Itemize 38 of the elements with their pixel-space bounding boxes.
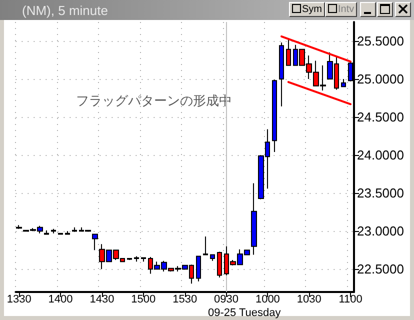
x-tick-label: 1330 (6, 294, 32, 306)
candlestick (51, 228, 56, 234)
x-tick-label: 1000 (255, 294, 280, 306)
y-tick-label: 25.5000 (357, 34, 404, 49)
x-tick-label: 1430 (90, 294, 114, 306)
candlestick (72, 226, 77, 232)
candlestick (217, 251, 222, 278)
candlestick (16, 224, 22, 230)
candlestick (65, 230, 70, 235)
text: Intv (338, 4, 354, 15)
y-tick-label: 25.0000 (357, 72, 404, 87)
candlestick (203, 236, 208, 256)
x-tick-label: 1030 (296, 294, 322, 306)
candlestick (279, 42, 284, 107)
candlestick (251, 182, 257, 256)
candlestick (141, 257, 146, 262)
candlestick (272, 79, 277, 153)
candlestick (127, 258, 132, 261)
candlestick (210, 254, 215, 262)
x-tick-label: 0930 (214, 294, 239, 306)
x-axis-title: 09-25 Tuesday (208, 307, 281, 319)
y-tick-label: 24.0000 (357, 148, 404, 163)
candlestick (341, 78, 346, 88)
candlestick (44, 230, 49, 235)
x-tick-label: 1530 (172, 294, 198, 306)
candlestick (92, 234, 98, 251)
chart-title: (NM), 5 minute (22, 3, 108, 18)
y-tick-label: 23.5000 (357, 186, 404, 201)
x-tick-label: 1500 (131, 294, 156, 306)
y-tick-label: 23.0000 (357, 224, 404, 239)
text: Sym (302, 4, 322, 15)
x-tick-label: 1100 (338, 294, 362, 306)
annotation: フラッグパターンの形成中 (76, 94, 232, 109)
y-tick-label: 24.5000 (357, 110, 404, 125)
candlestick (196, 256, 201, 282)
candlestick (134, 256, 139, 262)
x-tick-label: 1400 (48, 294, 73, 306)
y-tick-label: 22.5000 (357, 262, 404, 277)
